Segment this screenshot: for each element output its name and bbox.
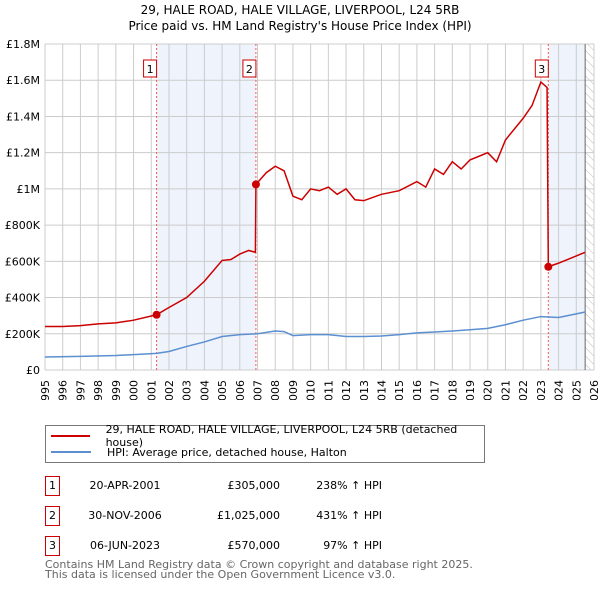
x-tick-label: 2008 (269, 380, 282, 400)
shaded-period-3 (548, 44, 586, 370)
sale-label-box (143, 59, 158, 78)
x-tick-label: 2023 (535, 380, 548, 400)
sale-label: 2 (246, 63, 253, 76)
x-tick-label: 2017 (429, 380, 442, 400)
y-tick-label: £200K (5, 328, 41, 341)
y-tick-label: £1.6M (6, 74, 40, 87)
sale-label: 3 (538, 63, 545, 76)
sale-hpi: 238% ↑ HPI (316, 479, 382, 492)
sale-date: 20-APR-2001 (89, 479, 161, 492)
sale-number: 2 (45, 506, 60, 526)
x-tick-label: 2018 (446, 380, 459, 400)
x-tick-label: 2021 (499, 380, 512, 400)
x-tick-label: 2020 (482, 380, 495, 400)
legend-item-hpi: HPI: Average price, detached house, Halt… (46, 444, 347, 460)
shaded-period-1 (156, 44, 256, 370)
sale-hpi: 431% ↑ HPI (316, 509, 382, 522)
price-chart: 1995 1996 1997 1998 1999 2000 2001 2002 2003 2004… (5, 38, 600, 400)
x-tick-label: 2016 (411, 380, 424, 400)
sale-price: £570,000 (227, 539, 281, 552)
sale-number: 3 (45, 536, 60, 556)
y-tick-label: £1.8M (6, 38, 40, 51)
x-tick-label: 2013 (358, 380, 371, 400)
chart-title: 29, HALE ROAD, HALE VILLAGE, LIVERPOOL, … (140, 3, 460, 17)
x-tick-label: 2022 (517, 380, 530, 400)
x-tick-label: 2009 (287, 380, 300, 400)
x-tick-label: 2003 (181, 380, 194, 400)
x-tick-label: 1998 (92, 380, 105, 400)
x-tick-label: 2000 (128, 380, 141, 400)
blue-line-swatch (51, 451, 91, 453)
sale-date: 06-JUN-2023 (89, 539, 161, 552)
sale-price: £305,000 (227, 479, 281, 492)
sale-point (152, 310, 161, 319)
sale-point (251, 180, 260, 189)
x-tick-label: 2011 (322, 380, 335, 400)
property-price-line (45, 80, 586, 328)
x-tick-label: 2010 (305, 380, 318, 400)
sale-label-box (534, 59, 549, 78)
x-tick-label: 2014 (375, 380, 388, 400)
x-tick-label: 2026 (588, 380, 600, 400)
x-tick-label: 2006 (234, 380, 247, 400)
sale-point (544, 262, 553, 271)
y-tick-label: £1.4M (6, 110, 40, 123)
x-tick-label: 1999 (110, 380, 123, 400)
future-hatch (585, 44, 594, 370)
chart-subtitle: Price paid vs. HM Land Registry's House … (128, 19, 472, 33)
hpi-line (44, 311, 586, 358)
y-tick-label: £0 (26, 364, 40, 377)
x-tick-label: 2025 (570, 380, 583, 400)
sale-row: 1 20-APR-2001 £305,000 238% ↑ HPI (45, 476, 445, 496)
sale-row: 3 06-JUN-2023 £570,000 97% ↑ HPI (45, 536, 445, 556)
y-tick-label: £1M (17, 183, 41, 196)
legend: 29, HALE ROAD, HALE VILLAGE, LIVERPOOL, … (45, 423, 485, 463)
x-tick-label: 2001 (145, 380, 158, 400)
sale-label: 1 (147, 63, 154, 76)
x-tick-label: 1996 (57, 380, 70, 400)
x-tick-label: 2002 (163, 380, 176, 400)
sale-hpi: 97% ↑ HPI (323, 539, 382, 552)
y-tick-label: £1.2M (6, 147, 40, 160)
y-tick-label: £400K (5, 292, 41, 305)
x-tick-label: 1997 (74, 380, 87, 400)
x-tick-label: 2004 (198, 380, 211, 400)
y-tick-label: £800K (5, 219, 41, 232)
x-tick-label: 1995 (39, 380, 52, 400)
x-tick-label: 2019 (464, 380, 477, 400)
sale-date: 30-NOV-2006 (88, 509, 162, 522)
x-tick-label: 2015 (393, 380, 406, 400)
sale-number: 1 (45, 476, 60, 496)
x-tick-label: 2005 (216, 380, 229, 400)
red-line-swatch (51, 435, 90, 437)
sale-price: £1,025,000 (217, 509, 280, 522)
x-tick-label: 2012 (340, 380, 353, 400)
footer: Contains HM Land Registry data © Crown c… (45, 558, 473, 581)
legend-item-property: 29, HALE ROAD, HALE VILLAGE, LIVERPOOL, … (46, 423, 484, 449)
sale-label-box (242, 59, 257, 78)
y-tick-label: £600K (5, 255, 41, 268)
x-tick-label: 2024 (553, 380, 566, 400)
sale-row: 2 30-NOV-2006 £1,025,000 431% ↑ HPI (45, 506, 445, 526)
x-tick-label: 2007 (252, 380, 265, 400)
